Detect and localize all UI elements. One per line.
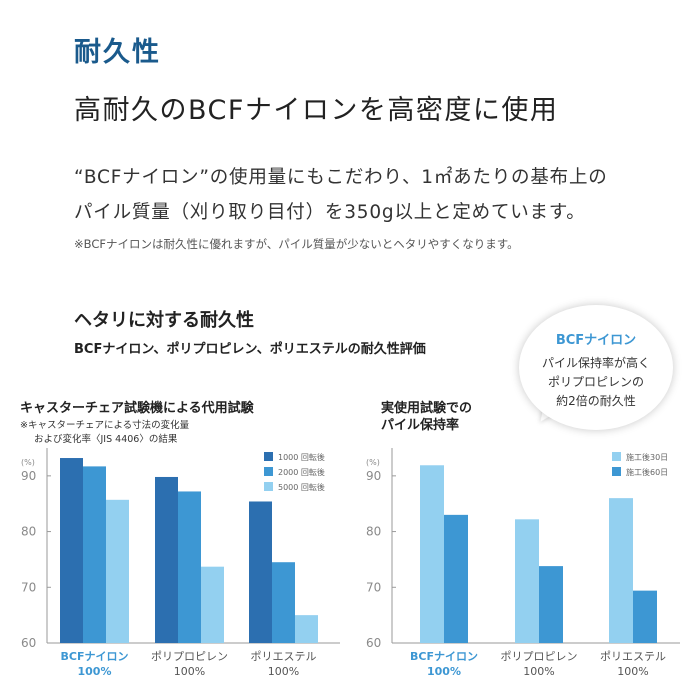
page-headline: 高耐久のBCFナイロンを高密度に使用 [74, 95, 559, 126]
chart1-title: キャスターチェア試験機による代用試験 [20, 401, 254, 416]
chart2-category-label: ポリプロピレン [501, 650, 578, 663]
chart2-title-line-1: 実使用試験での [381, 401, 473, 416]
bubble-line-3: 約2倍の耐久性 [556, 394, 636, 408]
chart1-legend-label: 5000 回転後 [278, 482, 325, 492]
chart1-bar [178, 491, 201, 643]
section-title: 耐久性 [74, 37, 161, 68]
chart2-bar [515, 519, 539, 643]
chart2-category-sublabel: 100% [617, 665, 648, 678]
chart1-bar [249, 501, 272, 643]
chart1-note-1: ※キャスターチェアによる寸法の変化量 [20, 420, 190, 431]
chart1-note-2: および変化率〈JIS 4406〉の結果 [34, 434, 178, 445]
chart1-legend-swatch [264, 467, 273, 476]
chart2-category-label: ポリエステル [600, 650, 666, 663]
chart2-bar [420, 465, 444, 643]
bubble-line-2: ポリプロピレンの [547, 375, 644, 389]
chart2-bar [609, 498, 633, 643]
body-text-line-2: パイル質量（刈り取り目付）を350g以上と定めています。 [74, 202, 586, 223]
chart2-bar [633, 590, 657, 643]
chart1-y-tick-label: 70 [21, 580, 36, 594]
chart1-legend-label: 2000 回転後 [278, 467, 325, 477]
chart2-y-tick-label: 80 [366, 525, 381, 539]
chart1-bar [83, 466, 106, 643]
chart2-title-line-2: パイル保持率 [381, 418, 460, 433]
body-text-line-1: “BCFナイロン”の使用量にもこだわり、1㎡あたりの基布上の [74, 167, 608, 188]
speech-bubble: BCFナイロン パイル保持率が高く ポリプロピレンの 約2倍の耐久性 [519, 305, 673, 430]
footnote: ※BCFナイロンは耐久性に優れますが、パイル質量が少ないとヘタリやすくなります。 [74, 237, 519, 251]
chart1-category-label: ポリプロピレン [151, 650, 228, 663]
chart2-category-sublabel: 100% [523, 665, 554, 678]
chart1-y-tick-label: 80 [21, 525, 36, 539]
chart1-legend-swatch [264, 482, 273, 491]
chart2-bar [444, 514, 468, 643]
chart1-bar [201, 566, 224, 643]
chart2-bar [539, 566, 563, 643]
chart2-legend-label: 施工後60日 [626, 467, 668, 477]
chart2-y-unit: (%) [366, 458, 380, 467]
subsection-title: ヘタリに対する耐久性 [74, 310, 254, 331]
bubble-line-1: パイル保持率が高く [541, 356, 650, 370]
chart2-legend-label: 施工後30日 [626, 452, 668, 462]
chart2-y-tick-label: 60 [366, 636, 381, 650]
chart1-y-unit: (%) [21, 458, 35, 467]
chart1-bar [155, 476, 178, 643]
chart2-category-sublabel: 100% [427, 665, 461, 678]
chart1-y-tick-label: 90 [21, 469, 36, 483]
chart1-bar [60, 458, 83, 643]
chart1-category-label: ポリエステル [251, 650, 317, 663]
chart2-legend-swatch [612, 467, 621, 476]
chart1-bar [106, 499, 129, 643]
chart1-y-tick-label: 60 [21, 636, 36, 650]
chart2-y-tick-label: 70 [366, 580, 381, 594]
chart1-bar [295, 615, 318, 643]
chart1-category-sublabel: 100% [78, 665, 112, 678]
chart1-category-sublabel: 100% [268, 665, 299, 678]
chart1-legend-swatch [264, 452, 273, 461]
chart1-bar [272, 562, 295, 643]
chart1-category-label: BCFナイロン [61, 650, 129, 663]
chart1-category-sublabel: 100% [174, 665, 205, 678]
subsection-description: BCFナイロン、ポリプロピレン、ポリエステルの耐久性評価 [74, 342, 426, 357]
chart1-legend-label: 1000 回転後 [278, 452, 325, 462]
chart2-y-tick-label: 90 [366, 469, 381, 483]
chart2-legend-swatch [612, 452, 621, 461]
bubble-title: BCFナイロン [555, 333, 637, 348]
chart2-category-label: BCFナイロン [410, 650, 478, 663]
